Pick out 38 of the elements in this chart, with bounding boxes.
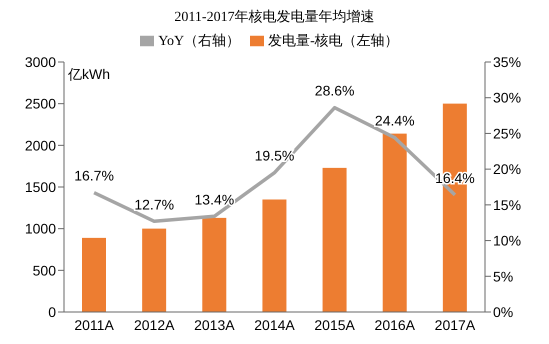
y2-tick-label: 5% [493,268,514,284]
legend-label: YoY（右轴） [158,34,240,49]
data-label: 19.5% [254,148,294,164]
y-tick-label: 2000 [24,137,56,154]
x-tick-label: 2016A [374,316,416,333]
bar [142,228,166,312]
y2-tick-label: 30% [493,90,522,106]
y2-tick-label: 20% [493,161,522,178]
x-tick-label: 2017A [434,316,476,333]
bar [322,168,347,312]
y2-tick-label: 10% [493,232,522,249]
data-label: 13.4% [194,191,234,208]
y-tick-label: 3000 [24,54,56,70]
y2-tick-label: 25% [493,125,522,142]
y-tick-label: 1500 [24,178,56,195]
x-tick-label: 2014A [254,316,296,333]
y2-tick-label: 0% [493,304,514,320]
x-tick-label: 2012A [134,316,176,333]
y-tick-label: 500 [32,262,56,278]
bar [382,134,407,312]
x-tick-label: 2011A [74,316,114,333]
y-axis-title: 亿kWh [68,66,110,84]
chart-title: 2011-2017年核电发电量年均增速 [173,8,376,27]
data-label: 28.6% [314,82,354,99]
y-tick-label: 2500 [24,96,56,112]
bar [202,218,226,312]
bar [82,238,106,312]
legend-label: 发电量-核电（左轴） [268,34,399,49]
y2-tick-label: 35% [493,54,522,70]
data-label: 24.4% [374,112,415,129]
bar [262,200,286,312]
y2-tick-label: 15% [493,196,522,213]
y-tick-label: 0 [48,304,56,320]
y-tick-label: 1000 [24,220,56,237]
x-tick-label: 2013A [194,316,236,333]
data-label: 16.7% [74,168,114,184]
x-tick-label: 2015A [314,316,356,333]
data-label: 12.7% [134,196,174,212]
